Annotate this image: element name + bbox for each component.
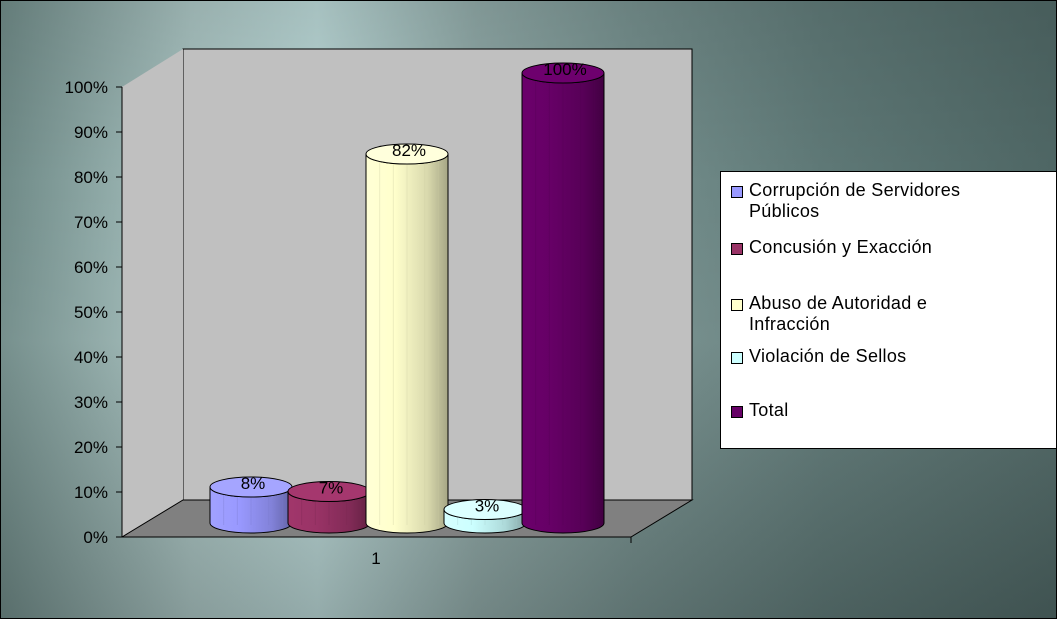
y-tick-label: 40% xyxy=(74,348,108,367)
legend-label: Total xyxy=(749,400,789,420)
legend-label: Violación de Sellos xyxy=(749,346,907,366)
data-label: 100% xyxy=(543,60,586,79)
legend-swatch xyxy=(731,299,743,311)
bar xyxy=(521,62,605,534)
data-label: 82% xyxy=(392,141,426,160)
legend-label-cont: Infracción xyxy=(749,314,831,334)
legend-label: Corrupción de Servidores xyxy=(749,180,961,200)
legend-swatch xyxy=(731,186,743,198)
side-wall xyxy=(122,49,183,537)
bar xyxy=(209,476,293,534)
x-tick-label: 1 xyxy=(371,549,380,568)
bar-top xyxy=(365,143,449,165)
y-tick-label: 100% xyxy=(65,78,108,97)
y-tick-label: 20% xyxy=(74,438,108,457)
legend-item-concusion: Concusión y Exacción xyxy=(731,237,1056,258)
y-tick-label: 50% xyxy=(74,303,108,322)
y-tick-label: 0% xyxy=(83,528,108,547)
bar xyxy=(287,481,371,534)
y-tick-label: 10% xyxy=(74,483,108,502)
legend-label: Concusión y Exacción xyxy=(749,237,933,257)
bars xyxy=(209,62,605,534)
legend-swatch xyxy=(731,352,743,364)
legend-label: Abuso de Autoridad e xyxy=(749,293,928,313)
legend-swatch xyxy=(731,406,743,418)
y-tick-label: 60% xyxy=(74,258,108,277)
legend-label-cont: Públicos xyxy=(749,201,820,221)
data-label: 3% xyxy=(475,497,500,516)
y-axis-ticks: 0% 10% 20% 30% 40% 50% 60% 70% 80% 90% 100% xyxy=(65,78,632,547)
data-label: 7% xyxy=(319,479,344,498)
bar xyxy=(443,499,527,534)
y-tick-label: 30% xyxy=(74,393,108,412)
bar xyxy=(365,143,449,534)
y-tick-label: 70% xyxy=(74,213,108,232)
legend-item-corrupcion: Corrupción de Servidores Públicos xyxy=(731,180,1056,222)
legend-item-violacion: Violación de Sellos xyxy=(731,346,1056,367)
legend: Corrupción de Servidores Públicos Concusi… xyxy=(720,171,1056,449)
data-label: 8% xyxy=(241,474,266,493)
legend-swatch xyxy=(731,243,743,255)
y-tick-label: 90% xyxy=(74,123,108,142)
bar-top xyxy=(521,62,605,84)
data-labels: 8% 7% 82% 3% 100% xyxy=(241,60,587,516)
y-tick-label: 80% xyxy=(74,168,108,187)
legend-item-total: Total xyxy=(731,400,1056,421)
legend-item-abuso: Abuso de Autoridad e Infracción xyxy=(731,293,1056,335)
